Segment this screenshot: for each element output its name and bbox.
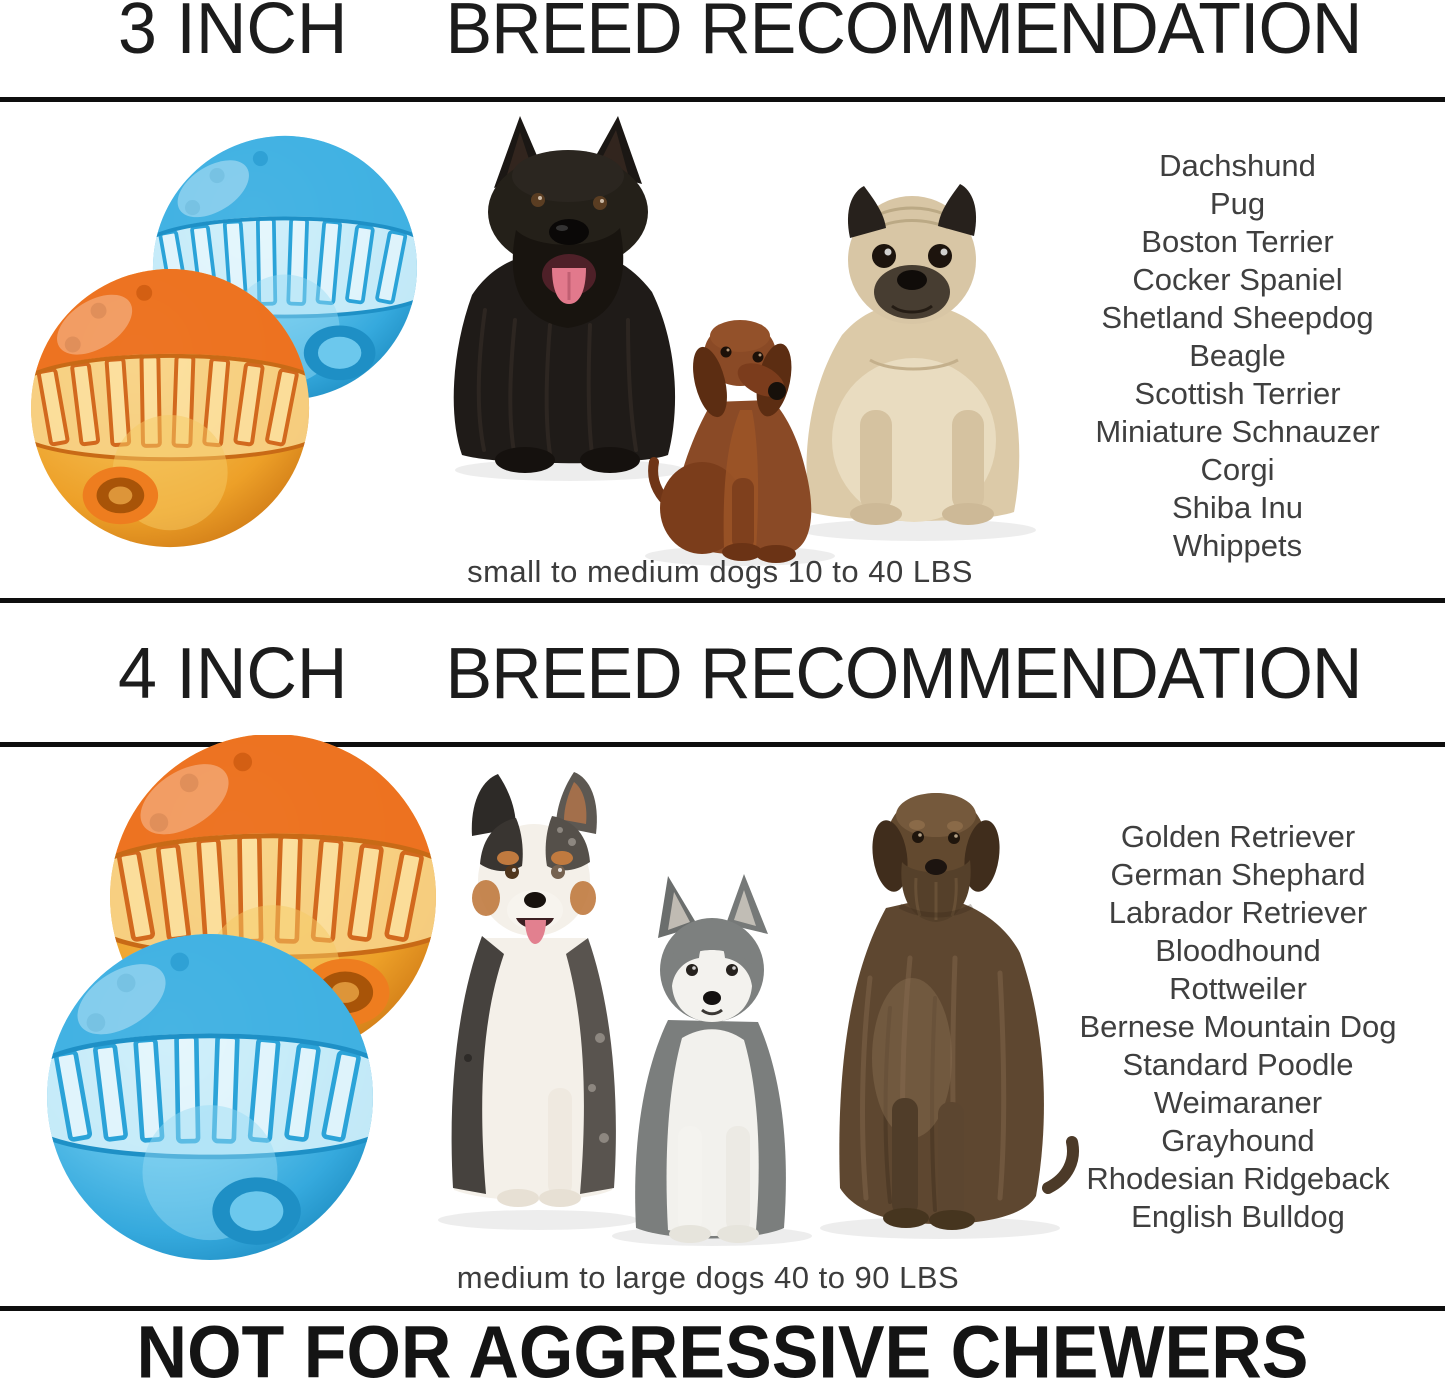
orange-ball [31, 269, 310, 548]
breed-list-3inch: Dachshund Pug Boston Terrier Cocker Spaniel… [1030, 147, 1445, 565]
australian-shepherd-illustration [438, 772, 638, 1230]
breed-item: Whippets [1172, 528, 1303, 563]
header-title-3inch: BREED RECOMMENDATION [445, 0, 1362, 69]
breed-item: Bernese Mountain Dog [1079, 1009, 1397, 1044]
breed-item: Dachshund [1159, 148, 1316, 183]
caption-4inch: medium to large dogs 40 to 90 LBS [456, 1260, 960, 1295]
caption-3inch: small to medium dogs 10 to 40 LBS [467, 554, 973, 589]
breed-item: Shiba Inu [1172, 490, 1303, 525]
breed-item: Grayhound [1161, 1123, 1315, 1158]
warning-text: NOT FOR AGGRESSIVE CHEWERS [136, 1310, 1309, 1380]
divider-line [0, 1306, 1445, 1311]
header-3inch: 3 INCH BREED RECOMMENDATION [0, 0, 1445, 69]
treat-balls-4inch-image [47, 735, 436, 1260]
breed-item: Scottish Terrier [1134, 376, 1341, 411]
divider-line [0, 742, 1445, 747]
breed-item: Labrador Retriever [1108, 895, 1368, 930]
breed-item: Pug [1209, 186, 1266, 221]
pug-illustration [800, 184, 1036, 541]
blue-ball-large [47, 934, 373, 1260]
breed-item: Shetland Sheepdog [1101, 300, 1374, 335]
treat-balls-3inch-image [31, 135, 417, 548]
breed-item: Boston Terrier [1141, 224, 1334, 259]
breed-item: Standard Poodle [1122, 1047, 1354, 1082]
header-title-4inch: BREED RECOMMENDATION [445, 631, 1362, 714]
size-label-4inch: 4 INCH [118, 631, 348, 714]
dachshund-illustration [645, 320, 835, 566]
breed-item: Rottweiler [1169, 971, 1307, 1006]
size-label-3inch: 3 INCH [118, 0, 348, 69]
breed-item: Bloodhound [1155, 933, 1321, 968]
breed-item: Beagle [1189, 338, 1286, 373]
breed-item: Corgi [1200, 452, 1275, 487]
breed-item: English Bulldog [1131, 1199, 1345, 1234]
divider-line [0, 598, 1445, 603]
scottish-terrier-illustration [453, 116, 685, 481]
breed-item: Miniature Schnauzer [1095, 414, 1380, 449]
header-4inch: 4 INCH BREED RECOMMENDATION [0, 603, 1445, 742]
breed-item: German Shephard [1110, 857, 1366, 892]
breed-item: Golden Retriever [1120, 819, 1356, 854]
small-dogs-group-image [453, 116, 1036, 566]
large-dogs-group-image [438, 772, 1079, 1246]
breed-item: Rhodesian Ridgeback [1086, 1161, 1390, 1196]
breed-item: Cocker Spaniel [1132, 262, 1343, 297]
breed-item: Weimaraner [1153, 1085, 1323, 1120]
breed-list-4inch: Golden Retriever German Shephard Labrador … [1028, 818, 1445, 1236]
husky-illustration [612, 874, 812, 1246]
divider-line [0, 97, 1445, 102]
wirehaired-griffon-illustration [820, 793, 1079, 1239]
